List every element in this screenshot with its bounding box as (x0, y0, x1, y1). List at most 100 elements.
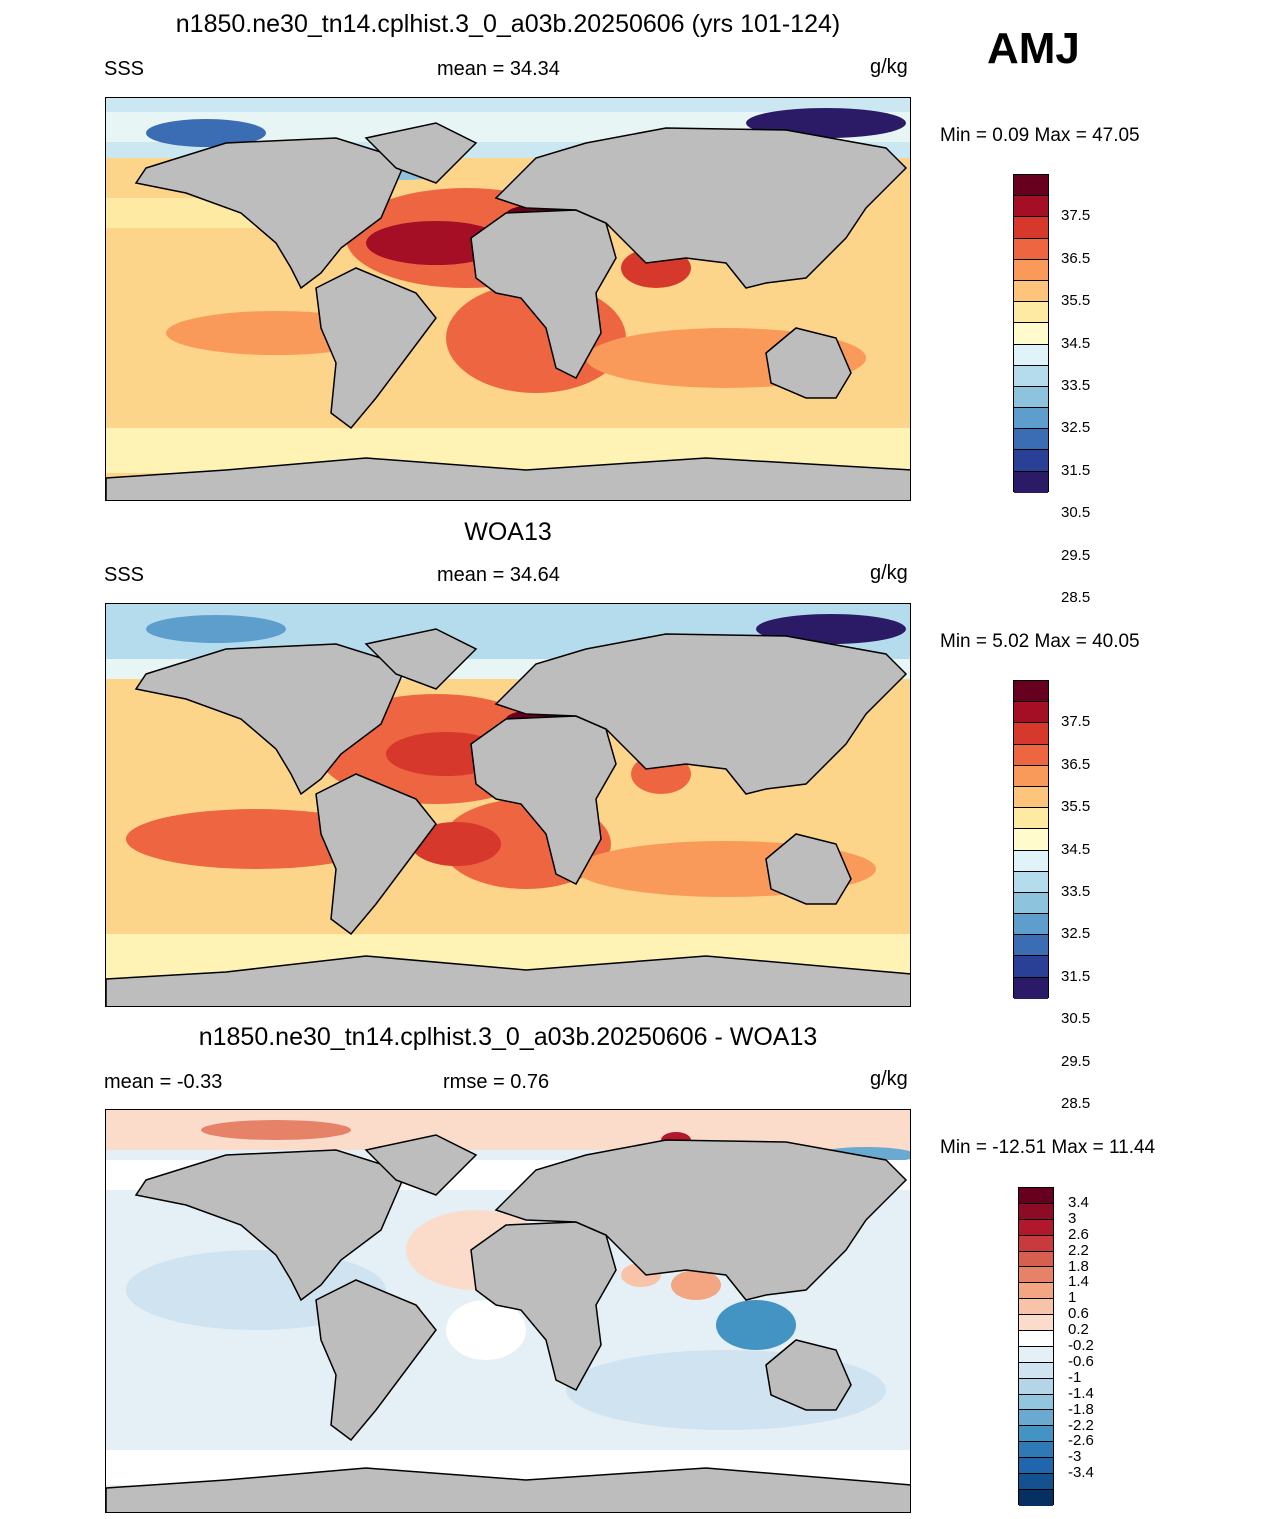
panel-1-colorbar (1013, 174, 1049, 493)
panel-3-rmse-label: rmse = 0.76 (443, 1071, 550, 1093)
panel-3-mean-label: mean = -0.33 (104, 1071, 223, 1093)
colorbar-swatch (1019, 1442, 1053, 1459)
colorbar-tick-label: 3 (1068, 1209, 1077, 1227)
colorbar-tick-label: -1 (1068, 1368, 1082, 1386)
colorbar-tick-label: 33.5 (1061, 377, 1091, 394)
panel-3-minmax: Min = -12.51 Max = 11.44 (940, 1137, 1156, 1158)
colorbar-tick-label: 32.5 (1061, 925, 1091, 943)
colorbar-swatch (1019, 1235, 1053, 1252)
panel-3-colorbar (1018, 1187, 1054, 1506)
colorbar-swatch (1019, 1203, 1053, 1220)
colorbar-swatch (1014, 786, 1048, 809)
colorbar-tick-label: 28.5 (1061, 1095, 1091, 1112)
colorbar-swatch (1014, 175, 1048, 197)
colorbar-tick-label: 28.5 (1061, 589, 1091, 606)
colorbar-swatch (1014, 681, 1048, 703)
colorbar-swatch (1014, 280, 1048, 303)
colorbar-swatch (1014, 408, 1048, 430)
colorbar-tick-label: 36.5 (1061, 249, 1091, 267)
colorbar-tick-label: 29.5 (1061, 546, 1091, 564)
panel-2-title: WOA13 (464, 518, 552, 546)
colorbar-swatch (1014, 935, 1048, 957)
colorbar-swatch (1014, 723, 1048, 745)
colorbar-tick-label: -3 (1068, 1448, 1082, 1466)
colorbar-swatch (1014, 196, 1048, 218)
colorbar-tick-label: 30.5 (1061, 1010, 1091, 1028)
colorbar-swatch (1014, 892, 1048, 915)
colorbar-tick-label: 35.5 (1061, 798, 1091, 816)
colorbar-tick-label: 37.5 (1061, 207, 1091, 225)
colorbar-tick-label: 30.5 (1061, 504, 1091, 522)
colorbar-swatch (1014, 323, 1048, 345)
panel-2-mean-label: mean = 34.64 (437, 564, 560, 586)
panel-1-mean-label: mean = 34.34 (437, 58, 560, 80)
colorbar-swatch (1019, 1299, 1053, 1316)
panel-2-colorbar (1013, 680, 1049, 999)
season-label: AMJ (987, 24, 1080, 73)
colorbar-tick-label: 34.5 (1061, 840, 1091, 858)
colorbar-tick-label: 1.8 (1068, 1257, 1089, 1275)
panel-1-units-label: g/kg (870, 56, 908, 78)
colorbar-tick-label: -0.2 (1068, 1337, 1094, 1354)
panel-2-variable-label: SSS (104, 564, 145, 586)
colorbar-tick-label: 37.5 (1061, 713, 1091, 731)
panel-1-title: n1850.ne30_tn14.cplhist.3_0_a03b.2025060… (175, 10, 841, 38)
panel-3-units-label: g/kg (870, 1068, 908, 1090)
colorbar-swatch (1014, 259, 1048, 281)
colorbar-swatch (1014, 217, 1048, 239)
colorbar-tick-label: -2.2 (1068, 1416, 1094, 1434)
colorbar-swatch (1014, 302, 1048, 324)
colorbar-swatch (1014, 808, 1048, 830)
colorbar-swatch (1014, 450, 1048, 472)
colorbar-tick-label: -2.6 (1068, 1432, 1094, 1450)
colorbar-swatch (1019, 1394, 1053, 1411)
colorbar-swatch (1019, 1458, 1053, 1475)
colorbar-swatch (1014, 871, 1048, 893)
colorbar-swatch (1019, 1489, 1053, 1506)
colorbar-swatch (1019, 1188, 1053, 1204)
colorbar-swatch (1019, 1426, 1053, 1443)
colorbar-swatch (1014, 914, 1048, 936)
colorbar-tick-label: 36.5 (1061, 755, 1091, 773)
colorbar-swatch (1019, 1346, 1053, 1363)
panel-1-minmax: Min = 0.09 Max = 47.05 (940, 125, 1140, 146)
colorbar-swatch (1019, 1474, 1053, 1490)
colorbar-tick-label: 31.5 (1061, 461, 1091, 479)
colorbar-swatch (1014, 344, 1048, 366)
colorbar-tick-label: -3.4 (1068, 1464, 1094, 1482)
colorbar-swatch (1019, 1251, 1053, 1268)
colorbar-tick-label: 0.2 (1068, 1321, 1089, 1339)
colorbar-tick-label: -1.4 (1068, 1384, 1094, 1402)
colorbar-swatch (1014, 386, 1048, 409)
colorbar-tick-label: 35.5 (1061, 292, 1091, 310)
colorbar-swatch (1019, 1219, 1053, 1236)
colorbar-swatch (1014, 850, 1048, 872)
colorbar-tick-label: 29.5 (1061, 1052, 1091, 1070)
colorbar-swatch (1019, 1378, 1053, 1395)
colorbar-tick-label: 31.5 (1061, 967, 1091, 985)
colorbar-tick-label: -0.6 (1068, 1352, 1094, 1370)
colorbar-tick-label: 1 (1068, 1289, 1077, 1307)
colorbar-swatch (1014, 744, 1048, 766)
colorbar-swatch (1014, 702, 1048, 724)
panel-1-variable-label: SSS (104, 58, 145, 80)
colorbar-swatch (1014, 471, 1048, 493)
colorbar-tick-label: 34.5 (1061, 334, 1091, 352)
colorbar-tick-label: 32.5 (1061, 419, 1091, 437)
colorbar-swatch (1014, 829, 1048, 851)
colorbar-swatch (1014, 765, 1048, 787)
colorbar-swatch (1019, 1362, 1053, 1379)
panel-3-title: n1850.ne30_tn14.cplhist.3_0_a03b.2025060… (198, 1023, 818, 1051)
colorbar-tick-label: 0.6 (1068, 1305, 1089, 1323)
colorbar-swatch (1019, 1283, 1053, 1300)
colorbar-swatch (1014, 977, 1048, 999)
colorbar-swatch (1014, 365, 1048, 387)
panel-2-units-label: g/kg (870, 562, 908, 584)
colorbar-swatch (1014, 956, 1048, 978)
colorbar-swatch (1019, 1267, 1053, 1284)
panel-3-difference-map (105, 1109, 911, 1513)
panel-1-sss-map (105, 97, 911, 501)
colorbar-swatch (1019, 1331, 1053, 1347)
colorbar-tick-label: -1.8 (1068, 1400, 1094, 1418)
colorbar-swatch (1019, 1410, 1053, 1427)
